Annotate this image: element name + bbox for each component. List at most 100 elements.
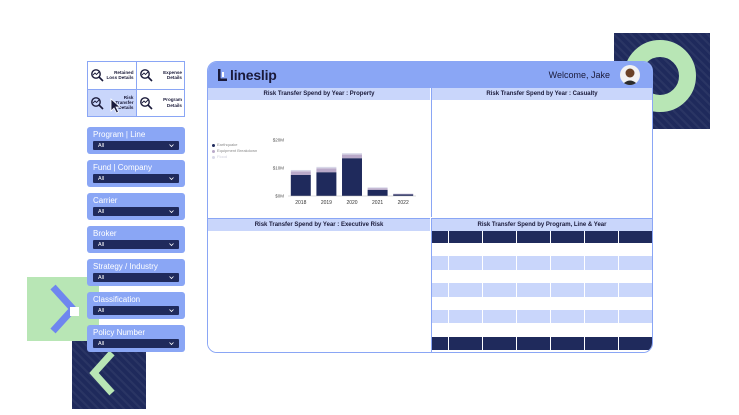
legend-label: Earthquake [217,142,238,147]
logo[interactable]: lineslip [218,67,277,83]
mouse-cursor-icon [110,98,122,114]
bar-segment[interactable] [393,194,414,196]
y-tick-label: $10M [273,166,285,171]
filter-value: All [98,175,105,182]
chevron-down-icon [169,342,174,346]
legend-item: Earthquake [212,142,257,148]
x-tick-label: 2019 [321,200,332,206]
chevron-down-icon [169,276,174,280]
filter-value: All [98,274,105,281]
table-row[interactable] [432,323,652,337]
legend-label: Flood [217,154,228,159]
report-tile-label: Risk Transfer Details [115,94,134,111]
filter-classification: Classification All [87,292,185,319]
panel-title: Risk Transfer Spend by Program, Line & Y… [432,219,652,231]
chart-legend: Earthquake Equipment Breakdown Flood [212,142,257,160]
bar-segment[interactable] [316,166,337,169]
filter-title: Policy Number [93,328,146,337]
filter-dropdown[interactable]: All [93,273,179,282]
filter-dropdown[interactable]: All [93,306,179,315]
filter-title: Carrier [93,196,118,205]
decorative-navy-block [72,341,146,409]
x-tick-label: 2020 [346,200,357,206]
filter-dropdown[interactable]: All [93,207,179,216]
bar-segment[interactable] [316,172,337,196]
legend-label: Equipment Breakdown [217,148,258,153]
bar-segment[interactable] [316,168,337,173]
bar-segment[interactable] [290,169,311,172]
y-tick-label: $20M [273,138,285,143]
chevron-down-icon [169,144,174,148]
chevron-down-icon [169,210,174,214]
filter-dropdown[interactable]: All [93,174,179,183]
filter-dropdown[interactable]: All [93,141,179,150]
report-tile-expense[interactable]: Expense Details [136,62,184,89]
chart-search-icon [91,96,104,110]
bar-segment[interactable] [342,154,362,159]
filter-title: Classification [93,295,141,304]
decorative-small-square [70,307,79,316]
bar-segment[interactable] [342,158,362,196]
filter-dropdown[interactable]: All [93,339,179,348]
panel-program-line-year: Risk Transfer Spend by Program, Line & Y… [431,218,652,352]
report-tile-label: Expense Details [163,69,182,81]
filter-value: All [98,208,105,215]
filter-carrier: Carrier All [87,193,185,220]
x-tick-label: 2018 [295,200,306,206]
report-tile-label: Retained Loss Details [106,69,134,81]
filter-fund-company: Fund | Company All [87,160,185,187]
dashboard-header: lineslip Welcome, Jake [208,62,652,88]
filter-dropdown[interactable]: All [93,240,179,249]
chevron-down-icon [169,177,174,181]
chart-search-icon [139,96,153,110]
filter-title: Program | Line [93,130,146,139]
filter-policy-number: Policy Number All [87,325,185,352]
filter-value: All [98,142,105,149]
filter-title: Broker [93,229,117,238]
table-total-row [432,336,652,351]
chart-search-icon [139,69,153,82]
chevron-down-icon [169,309,174,313]
chart-search-icon [91,69,104,82]
filter-title: Strategy / Industry [93,262,158,271]
panel-property: Risk Transfer Spend by Year : Property E… [208,88,430,217]
report-tile-label: Program Details [163,97,182,108]
bar-segment[interactable] [393,193,414,195]
legend-item: Equipment Breakdown [212,148,257,154]
legend-item: Flood [212,154,257,160]
table-row[interactable] [432,256,652,270]
report-tile-program[interactable]: Program Details [136,89,184,116]
bar-segment[interactable] [367,188,388,190]
bar-segment[interactable] [342,153,362,155]
filter-title: Fund | Company [93,163,152,172]
property-bar-chart: $20M $10M $0M 2018 2019 2020 2021 2022 [273,138,416,206]
filter-strategy-industry: Strategy / Industry All [87,259,185,286]
table-header-row [432,231,652,243]
table-row[interactable] [432,243,652,257]
user-avatar-icon [622,68,638,85]
panel-title: Risk Transfer Spend by Year : Property [208,88,430,100]
program-table [432,231,652,351]
report-tile-risk-transfer[interactable]: Risk Transfer Details [88,89,136,116]
table-row[interactable] [432,296,652,310]
logo-text: lineslip [230,67,277,83]
panel-title: Risk Transfer Spend by Year : Casualty [432,88,652,100]
chevron-down-icon [169,243,174,247]
bar-segment[interactable] [290,175,311,196]
panel-casualty: Risk Transfer Spend by Year : Casualty [431,88,652,217]
bar-segment[interactable] [367,189,388,196]
table-row[interactable] [432,269,652,284]
table-row[interactable] [432,309,652,324]
bar-segment[interactable] [367,187,388,189]
filter-value: All [98,340,105,347]
filter-value: All [98,307,105,314]
panel-title: Risk Transfer Spend by Year : Executive … [208,219,430,231]
report-nav: Retained Loss Details Expense Details Ri… [87,61,185,117]
table-row[interactable] [432,283,652,297]
report-tile-retained-loss[interactable]: Retained Loss Details [88,62,136,89]
filter-program-line: Program | Line All [87,127,185,154]
avatar[interactable] [620,65,640,85]
dashboard: lineslip Welcome, Jake Risk Transfer Spe… [207,61,653,353]
filter-broker: Broker All [87,226,185,253]
bar-segment[interactable] [290,171,311,175]
